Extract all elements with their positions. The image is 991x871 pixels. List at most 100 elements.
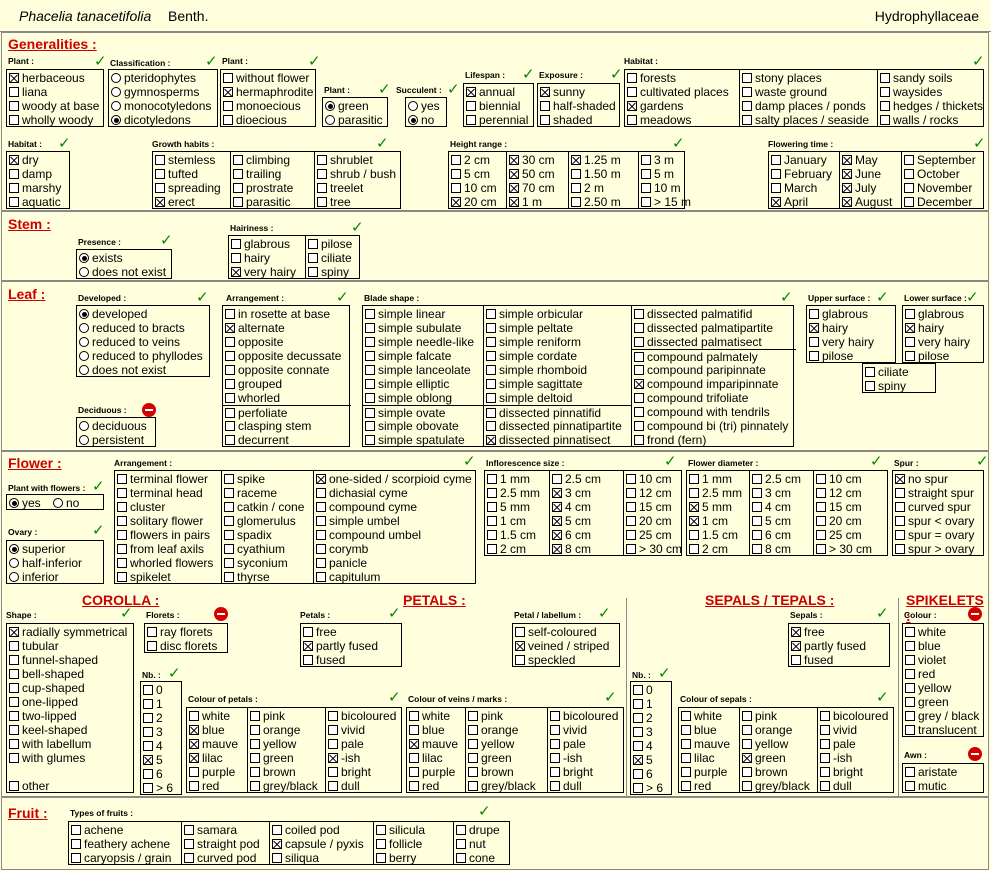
checkbox[interactable] — [552, 544, 562, 554]
checkbox[interactable] — [633, 727, 643, 737]
checkbox[interactable] — [895, 474, 905, 484]
g-shape-option-bell-shaped[interactable]: bell-shaped — [9, 667, 84, 681]
checkbox[interactable] — [225, 421, 235, 431]
checkbox[interactable] — [486, 379, 496, 389]
checkbox[interactable] — [626, 530, 636, 540]
checkbox[interactable] — [771, 197, 781, 207]
checkbox[interactable] — [409, 725, 419, 735]
checkbox[interactable] — [633, 783, 643, 793]
checkbox[interactable] — [487, 544, 497, 554]
checkbox[interactable] — [224, 516, 234, 526]
checkbox[interactable] — [225, 365, 235, 375]
g-habitat-1-option-hedges-thickets[interactable]: hedges / thickets — [880, 99, 983, 113]
checkbox[interactable] — [365, 351, 375, 361]
g-fl-arr-option-terminal-head[interactable]: terminal head — [117, 486, 203, 500]
g-stem-hair-option-spiny[interactable]: spiny — [308, 265, 349, 279]
checkbox[interactable] — [550, 739, 560, 749]
checkbox[interactable] — [223, 115, 233, 125]
checkbox[interactable] — [224, 488, 234, 498]
g-shape-option-radially-symmetrical[interactable]: radially symmetrical — [9, 625, 127, 639]
g-blade-option-simple-spatulate[interactable]: simple spatulate — [365, 433, 465, 447]
g-blade-option-simple-elliptic[interactable]: simple elliptic — [365, 377, 449, 391]
checkbox[interactable] — [571, 155, 581, 165]
g-habitat-1-option-salty-places-seaside[interactable]: salty places / seaside — [742, 113, 869, 127]
checkbox[interactable] — [223, 73, 233, 83]
g-stem-hair-option-pilose[interactable]: pilose — [308, 237, 352, 251]
g-infl-option-1-5-cm[interactable]: 1.5 cm — [487, 528, 536, 542]
checkbox[interactable] — [820, 781, 830, 791]
g-col-petals-option-dull[interactable]: dull — [328, 779, 360, 793]
radio-button[interactable] — [79, 309, 89, 319]
checkbox[interactable] — [250, 781, 260, 791]
g-height-option-5-m[interactable]: 5 m — [641, 167, 674, 181]
g-growth-option-treelet[interactable]: treelet — [317, 181, 363, 195]
g-col-petals-option-purple[interactable]: purple — [189, 765, 235, 779]
checkbox[interactable] — [316, 488, 326, 498]
g-nb-1-option-2[interactable]: 2 — [143, 711, 163, 725]
g-infl-option-2-cm[interactable]: 2 cm — [487, 542, 526, 556]
g-florets-option-disc-florets[interactable]: disc florets — [147, 639, 217, 653]
checkbox[interactable] — [225, 379, 235, 389]
checkbox[interactable] — [486, 435, 496, 445]
g-fdiam-option-6-cm[interactable]: 6 cm — [752, 528, 791, 542]
g-ovary-option-superior[interactable]: superior — [9, 542, 65, 556]
g-infl-option-20-cm[interactable]: 20 cm — [626, 514, 672, 528]
g-blade-option-dissected-pinnatifid[interactable]: dissected pinnatifid — [484, 405, 632, 420]
checkbox[interactable] — [308, 239, 318, 249]
g-fl-arr-option-raceme[interactable]: raceme — [224, 486, 277, 500]
checkbox[interactable] — [365, 435, 375, 445]
g-presence-option-exists[interactable]: exists — [79, 251, 123, 265]
checkbox[interactable] — [466, 101, 476, 111]
checkbox[interactable] — [376, 853, 386, 863]
checkbox[interactable] — [272, 825, 282, 835]
checkbox[interactable] — [633, 741, 643, 751]
checkbox[interactable] — [905, 669, 915, 679]
radio-button[interactable] — [79, 267, 89, 277]
checkbox[interactable] — [905, 309, 915, 319]
g-col-veins-option-yellow[interactable]: yellow — [468, 737, 514, 751]
checkbox[interactable] — [820, 725, 830, 735]
g-height-option-15-m[interactable]: > 15 m — [641, 195, 691, 209]
g-col-veins-option-lilac[interactable]: lilac — [409, 751, 443, 765]
g-infl-option-30-cm[interactable]: > 30 cm — [626, 542, 682, 556]
checkbox[interactable] — [9, 697, 19, 707]
g-blade-option-dissected-palmatifid[interactable]: dissected palmatifid — [634, 307, 752, 321]
g-flowering-option-march[interactable]: March — [771, 181, 817, 195]
g-fdiam-option-10-cm[interactable]: 10 cm — [816, 472, 862, 486]
checkbox[interactable] — [231, 267, 241, 277]
checkbox[interactable] — [540, 115, 550, 125]
checkbox[interactable] — [816, 544, 826, 554]
g-arrangement-option-whorled[interactable]: whorled — [225, 391, 280, 405]
g-height-option-5-cm[interactable]: 5 cm — [451, 167, 490, 181]
g-spur-option-spur-ovary[interactable]: spur = ovary — [895, 528, 974, 542]
checkbox[interactable] — [147, 627, 157, 637]
g-fdiam-option-5-mm[interactable]: 5 mm — [689, 500, 732, 514]
g-growth-option-climbing[interactable]: climbing — [233, 153, 290, 167]
g-arrangement-option-in-rosette-at-base[interactable]: in rosette at base — [225, 307, 330, 321]
checkbox[interactable] — [225, 351, 235, 361]
g-developed-option-developed[interactable]: developed — [79, 307, 147, 321]
checkbox[interactable] — [143, 755, 153, 765]
checkbox[interactable] — [626, 516, 636, 526]
radio-button[interactable] — [79, 421, 89, 431]
g-spur-option-no-spur[interactable]: no spur — [895, 472, 948, 486]
g-blade-option-simple-reniform[interactable]: simple reniform — [486, 335, 581, 349]
checkbox[interactable] — [905, 351, 915, 361]
checkbox[interactable] — [9, 739, 19, 749]
g-nb-2-option-0[interactable]: 0 — [633, 683, 653, 697]
checkbox[interactable] — [904, 169, 914, 179]
checkbox[interactable] — [626, 502, 636, 512]
checkbox[interactable] — [905, 323, 915, 333]
g-fl-arr-option-compound-cyme[interactable]: compound cyme — [316, 500, 417, 514]
g-fl-arr-option-spadix[interactable]: spadix — [224, 528, 272, 542]
checkbox[interactable] — [689, 488, 699, 498]
checkbox[interactable] — [809, 323, 819, 333]
g-height-option-2-cm[interactable]: 2 cm — [451, 153, 490, 167]
g-fruits-option-caryopsis-grain[interactable]: caryopsis / grain — [71, 851, 171, 865]
g-fdiam-option-1-cm[interactable]: 1 cm — [689, 514, 728, 528]
g-nb-1-option-0[interactable]: 0 — [143, 683, 163, 697]
g-nb-2-option-5[interactable]: 5 — [633, 753, 653, 767]
checkbox[interactable] — [689, 474, 699, 484]
g-florets-option-ray-florets[interactable]: ray florets — [147, 625, 213, 639]
checkbox[interactable] — [316, 516, 326, 526]
